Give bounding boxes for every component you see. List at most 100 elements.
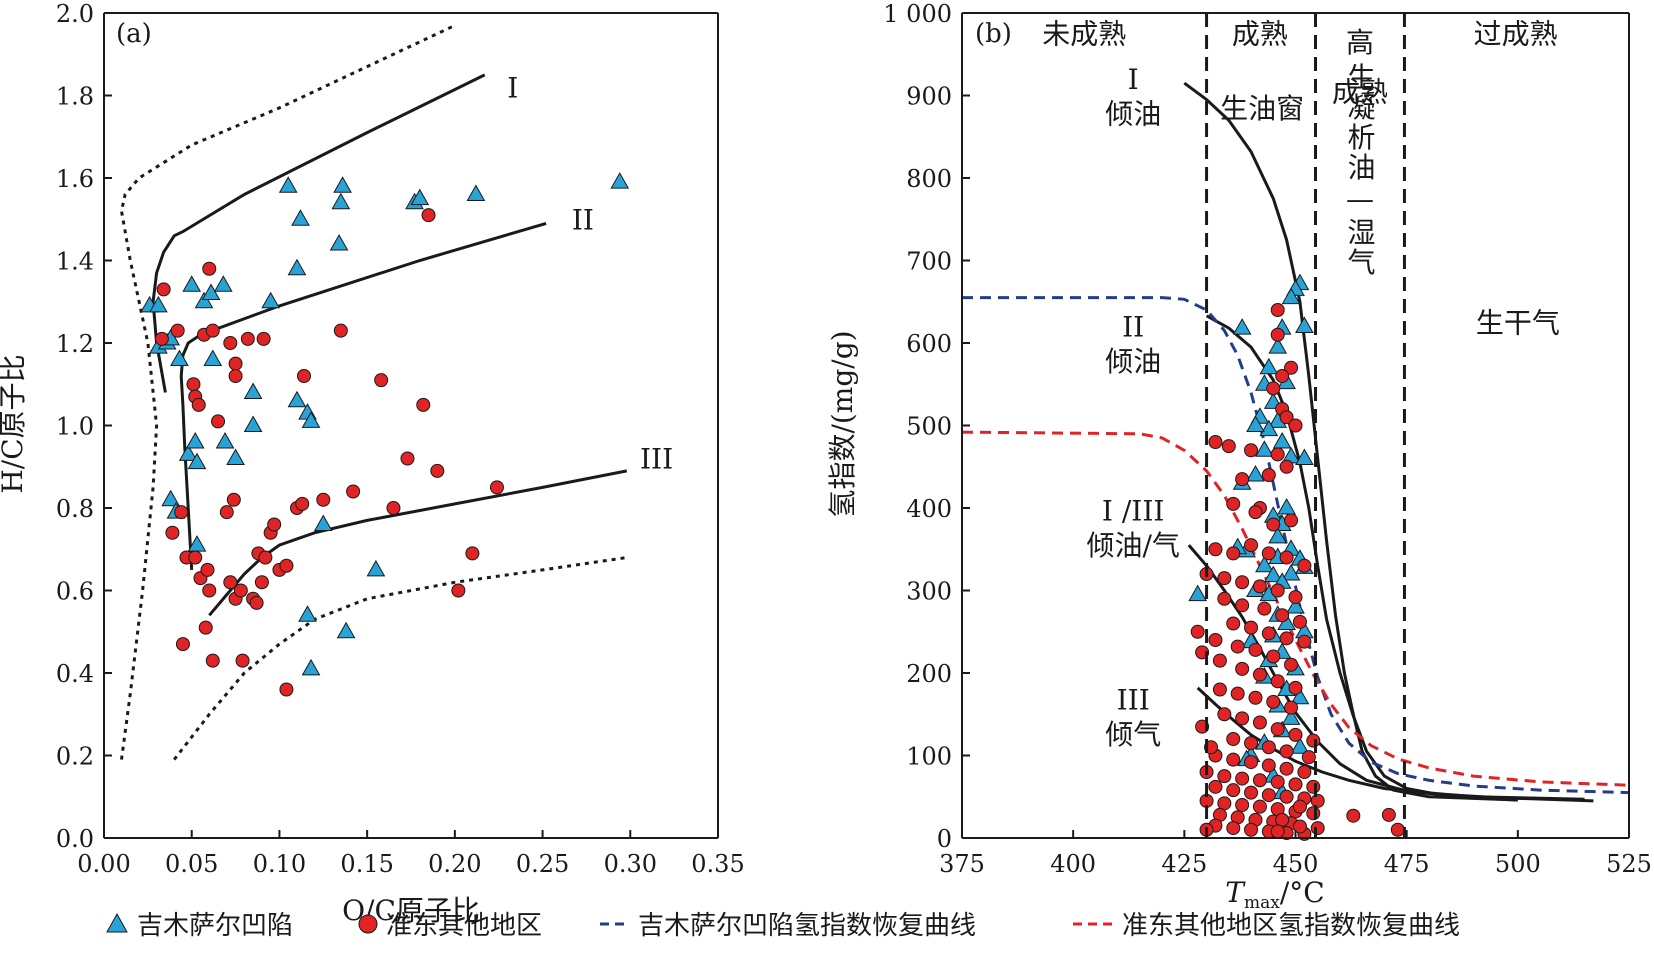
data-point-jimusar	[187, 452, 207, 470]
data-point-other	[316, 492, 331, 507]
data-point-other	[154, 331, 169, 346]
data-point-other	[202, 261, 217, 276]
data-point-other	[1235, 598, 1250, 613]
data-point-other	[1266, 694, 1281, 709]
data-point-other	[188, 550, 203, 565]
y-tick-label: 2.0	[56, 0, 94, 28]
data-point-other	[1208, 633, 1223, 647]
data-point-other	[451, 583, 466, 598]
data-point-other	[254, 575, 269, 590]
y-tick-label: 1 000	[883, 0, 952, 28]
data-point-other	[1244, 755, 1259, 770]
data-point-jimusar	[203, 349, 223, 366]
data-point-other	[1279, 789, 1294, 804]
legend: 吉木萨尔凹陷 准东其他地区 吉木萨尔凹陷氢指数恢复曲线 准东其他地区氢指数恢复曲…	[106, 911, 1460, 941]
data-point-other	[198, 620, 213, 635]
data-point-other	[1208, 435, 1223, 449]
type-label: II	[572, 203, 594, 236]
panel-b-maturity-zones	[1205, 13, 1406, 838]
data-point-jimusar	[1259, 357, 1279, 375]
data-point-other	[205, 323, 220, 338]
data-point-jimusar	[194, 291, 214, 309]
data-point-jimusar	[201, 283, 221, 300]
data-point-other	[1252, 773, 1267, 788]
data-point-jimusar	[149, 295, 168, 313]
data-point-other	[295, 496, 310, 511]
data-point-jimusar	[336, 621, 356, 639]
data-point-jimusar	[313, 514, 333, 531]
x-tick-label: 375	[939, 850, 985, 878]
data-point-jimusar	[1286, 596, 1305, 614]
data-point-other	[1261, 468, 1276, 482]
data-point-other	[1190, 624, 1205, 639]
data-point-other	[1292, 819, 1307, 834]
data-point-other	[258, 550, 273, 565]
data-point-other	[156, 282, 171, 297]
curve-i	[1183, 81, 1518, 802]
curve-type-label: III	[1117, 683, 1150, 716]
data-point-other	[1288, 418, 1303, 433]
data-point-other	[1235, 575, 1250, 590]
data-point-other	[1301, 750, 1316, 765]
data-point-jimusar	[261, 291, 281, 309]
data-point-other	[1270, 722, 1285, 737]
data-point-other	[346, 484, 361, 499]
data-point-jimusar	[213, 275, 233, 292]
data-point-jimusar	[170, 349, 189, 366]
y-tick-label: 400	[906, 495, 952, 523]
data-point-jimusar	[1268, 526, 1288, 544]
data-point-jimusar	[1295, 448, 1314, 465]
data-point-other	[1208, 542, 1223, 557]
x-tick-label: 525	[1606, 850, 1652, 878]
y-tick-label: 0.2	[56, 743, 94, 771]
data-point-jimusar	[1290, 737, 1310, 754]
data-point-other	[1279, 550, 1294, 565]
data-point-other	[1252, 799, 1267, 814]
data-point-other	[1284, 700, 1299, 715]
panel-b-x-axis-title-unit: /°C	[1280, 876, 1325, 909]
panel-b-x-axis-title-subscript: max	[1244, 893, 1280, 913]
data-point-other	[1292, 614, 1307, 629]
data-point-other	[421, 208, 436, 223]
y-tick-label: 0	[937, 825, 952, 853]
data-point-other	[1226, 821, 1241, 836]
curve-type-label: 倾油	[1105, 345, 1161, 378]
data-point-other	[233, 583, 248, 598]
data-point-jimusar	[298, 605, 317, 622]
data-point-other	[200, 562, 215, 577]
curve-i	[151, 73, 486, 393]
y-tick-label: 1.0	[56, 413, 94, 441]
data-point-other	[223, 336, 238, 350]
data-point-other	[1270, 774, 1285, 789]
data-point-jimusar	[161, 489, 181, 507]
data-point-jimusar	[301, 658, 321, 676]
data-point-other	[1226, 783, 1241, 798]
data-point-jimusar	[1188, 584, 1208, 602]
data-point-other	[1235, 798, 1250, 812]
zone-label: 生油窗	[1220, 92, 1304, 125]
data-point-other	[1217, 707, 1232, 722]
data-point-other	[219, 505, 234, 520]
data-point-other	[1235, 771, 1250, 786]
data-point-other	[1261, 788, 1276, 803]
type-label: III	[640, 443, 673, 476]
data-point-other	[1279, 761, 1294, 776]
data-point-other	[1226, 616, 1241, 631]
data-point-other	[165, 525, 180, 540]
legend-other-points-label: 准东其他地区	[386, 911, 542, 941]
data-point-other	[465, 546, 480, 561]
data-point-other	[1244, 538, 1259, 553]
data-point-jimusar	[610, 172, 630, 189]
data-point-other	[170, 323, 185, 338]
x-tick-label: 0.05	[165, 850, 218, 878]
data-point-other	[1381, 807, 1396, 822]
data-point-other	[1270, 674, 1285, 689]
data-point-other	[1252, 715, 1267, 730]
x-tick-label: 450	[1273, 850, 1319, 878]
legend-other-circle-marker	[358, 914, 378, 934]
data-point-other	[191, 397, 206, 412]
data-point-jimusar	[182, 275, 202, 292]
y-tick-label: 0.8	[56, 495, 94, 523]
data-point-other	[400, 451, 415, 466]
data-point-other	[1217, 769, 1232, 784]
